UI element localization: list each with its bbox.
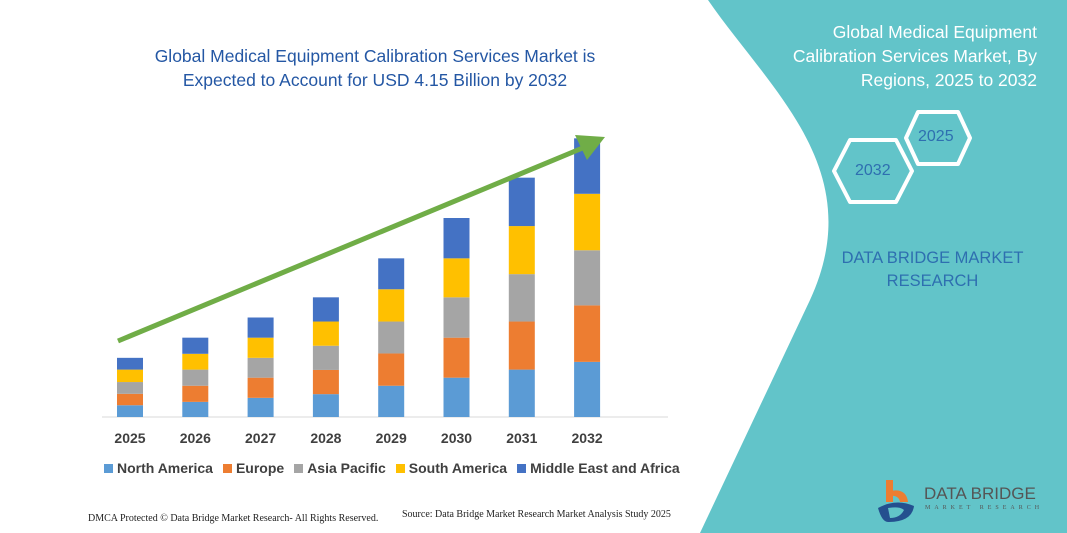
bar-segment-europe-2026	[182, 385, 209, 402]
side-panel-title: Global Medical Equipment Calibration Ser…	[792, 22, 1037, 90]
trend-arrow	[117, 135, 605, 344]
source-note: Source: Data Bridge Market Research Mark…	[402, 509, 671, 520]
bar-segment-south-america-2025	[117, 369, 143, 383]
x-tick-label: 2026	[179, 430, 211, 446]
bar-segment-europe-2030	[443, 337, 470, 378]
bar-segment-north-america-2026	[182, 401, 209, 417]
bar-segment-asia-pacific-2030	[443, 297, 470, 338]
bar-segment-europe-2029	[378, 353, 405, 386]
legend-item: Middle East and Africa	[517, 460, 680, 476]
bars-group	[117, 138, 601, 417]
bar-segment-south-america-2027	[247, 337, 274, 358]
bar-segment-europe-2025	[117, 393, 143, 406]
legend-item: South America	[395, 460, 508, 476]
x-tick-label: 2025	[114, 430, 146, 446]
legend-label: North America	[117, 460, 213, 476]
bar-segment-middle-east-and-africa-2026	[182, 337, 209, 354]
bar-segment-europe-2031	[508, 321, 535, 370]
x-tick-label: 2027	[245, 430, 277, 446]
hexagon-2025	[904, 110, 972, 166]
legend-label: Middle East and Africa	[530, 460, 680, 476]
x-tick-label: 2030	[440, 430, 473, 446]
x-tick-label: 2032	[571, 430, 603, 446]
bar-segment-middle-east-and-africa-2029	[378, 258, 405, 290]
bar-segment-north-america-2029	[378, 385, 405, 417]
bar-segment-south-america-2026	[182, 353, 209, 370]
bar-segment-north-america-2027	[247, 397, 274, 417]
legend-item: North America	[104, 460, 213, 476]
legend-swatch	[104, 463, 113, 473]
bar-segment-north-america-2028	[312, 394, 339, 417]
chart-title: Global Medical Equipment Calibration Ser…	[154, 46, 596, 90]
legend-swatch	[517, 463, 527, 473]
legend-item: Europe	[222, 460, 285, 476]
bar-segment-north-america-2031	[508, 369, 535, 417]
logo-tagline: MARKET RESEARCH	[925, 505, 1044, 511]
logo-name: DATA BRIDGE	[924, 484, 1036, 503]
hex-label-2032: 2032	[855, 162, 891, 179]
dmca-notice: DMCA Protected © Data Bridge Market Rese…	[88, 513, 379, 524]
bar-segment-asia-pacific-2028	[312, 345, 339, 370]
brand-text: DATA BRIDGE MARKET RESEARCH	[841, 249, 1024, 290]
bar-segment-middle-east-and-africa-2031	[508, 177, 535, 227]
hex-label-2025: 2025	[918, 128, 954, 145]
legend: North America Europe Asia Pacific South …	[104, 460, 684, 476]
bar-segment-middle-east-and-africa-2028	[312, 297, 339, 322]
bar-segment-asia-pacific-2027	[247, 357, 274, 378]
bar-segment-north-america-2032	[574, 361, 601, 417]
bar-segment-south-america-2029	[378, 289, 405, 322]
bar-segment-asia-pacific-2025	[117, 382, 143, 394]
hexagon-2032	[832, 138, 914, 204]
bar-segment-asia-pacific-2026	[182, 369, 209, 386]
legend-item: Asia Pacific	[294, 460, 386, 476]
legend-label: South America	[408, 460, 508, 476]
bar-segment-middle-east-and-africa-2030	[443, 218, 470, 259]
bar-segment-south-america-2032	[574, 193, 601, 251]
bar-segment-north-america-2025	[117, 405, 143, 417]
teal-panel	[700, 0, 1067, 533]
bar-segment-europe-2032	[574, 305, 601, 362]
bar-segment-middle-east-and-africa-2027	[247, 317, 274, 338]
bar-segment-europe-2028	[312, 369, 339, 395]
bar-segment-south-america-2028	[312, 321, 339, 346]
bar-segment-south-america-2031	[508, 226, 535, 275]
bar-segment-middle-east-and-africa-2025	[117, 357, 143, 370]
bar-segment-asia-pacific-2029	[378, 321, 405, 354]
bar-segment-europe-2027	[247, 377, 274, 398]
legend-swatch	[294, 463, 304, 473]
x-tick-label: 2028	[310, 430, 342, 446]
legend-label: Asia Pacific	[307, 460, 386, 476]
bar-segment-south-america-2030	[443, 258, 470, 298]
bar-segment-asia-pacific-2032	[574, 250, 601, 306]
x-tick-label: 2029	[375, 430, 407, 446]
x-tick-label: 2031	[506, 430, 538, 446]
legend-swatch	[395, 463, 405, 473]
bar-segment-north-america-2030	[443, 377, 470, 417]
legend-label: Europe	[235, 460, 285, 476]
bar-segment-asia-pacific-2031	[508, 274, 535, 322]
legend-swatch	[222, 463, 232, 473]
logo-icon	[878, 480, 914, 522]
